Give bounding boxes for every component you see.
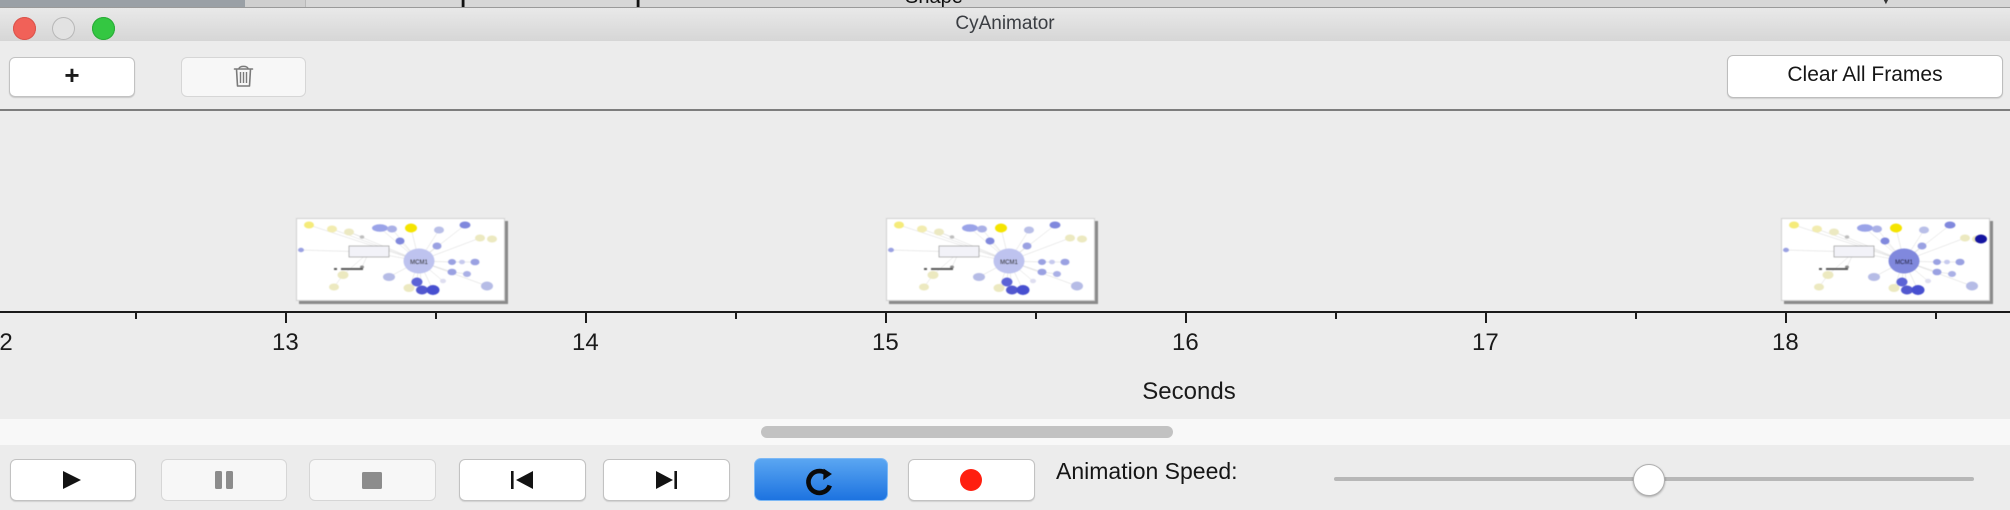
svg-text:MCM1: MCM1 bbox=[410, 260, 428, 266]
svg-text:MCM1: MCM1 bbox=[1895, 260, 1913, 266]
svg-text:MCM1: MCM1 bbox=[1000, 260, 1018, 266]
